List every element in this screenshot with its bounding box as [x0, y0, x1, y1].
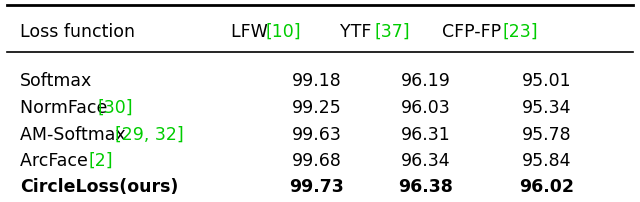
- Text: [2]: [2]: [89, 151, 113, 169]
- Text: Softmax: Softmax: [20, 72, 92, 90]
- Text: 96.38: 96.38: [398, 177, 453, 195]
- Text: 96.34: 96.34: [401, 151, 450, 169]
- Text: 99.25: 99.25: [292, 98, 342, 116]
- Text: ArcFace: ArcFace: [20, 151, 93, 169]
- Text: YTF: YTF: [340, 23, 377, 41]
- Text: [30]: [30]: [97, 98, 133, 116]
- Text: LFW: LFW: [231, 23, 273, 41]
- Text: 96.03: 96.03: [401, 98, 451, 116]
- Text: Loss function: Loss function: [20, 23, 135, 41]
- Text: CFP-FP: CFP-FP: [442, 23, 506, 41]
- Text: [29, 32]: [29, 32]: [115, 125, 184, 143]
- Text: 99.73: 99.73: [289, 177, 344, 195]
- Text: 99.63: 99.63: [292, 125, 342, 143]
- Text: CircleLoss(ours): CircleLoss(ours): [20, 177, 178, 195]
- Text: NormFace: NormFace: [20, 98, 113, 116]
- Text: 99.68: 99.68: [292, 151, 342, 169]
- Text: [23]: [23]: [502, 23, 538, 41]
- Text: 95.01: 95.01: [522, 72, 572, 90]
- Text: 95.84: 95.84: [522, 151, 572, 169]
- Text: 95.78: 95.78: [522, 125, 572, 143]
- Text: 99.18: 99.18: [292, 72, 342, 90]
- Text: 95.34: 95.34: [522, 98, 572, 116]
- Text: 96.02: 96.02: [519, 177, 574, 195]
- Text: [37]: [37]: [374, 23, 410, 41]
- Text: 96.19: 96.19: [401, 72, 451, 90]
- Text: [10]: [10]: [266, 23, 301, 41]
- Text: AM-Softmax: AM-Softmax: [20, 125, 131, 143]
- Text: 96.31: 96.31: [401, 125, 451, 143]
